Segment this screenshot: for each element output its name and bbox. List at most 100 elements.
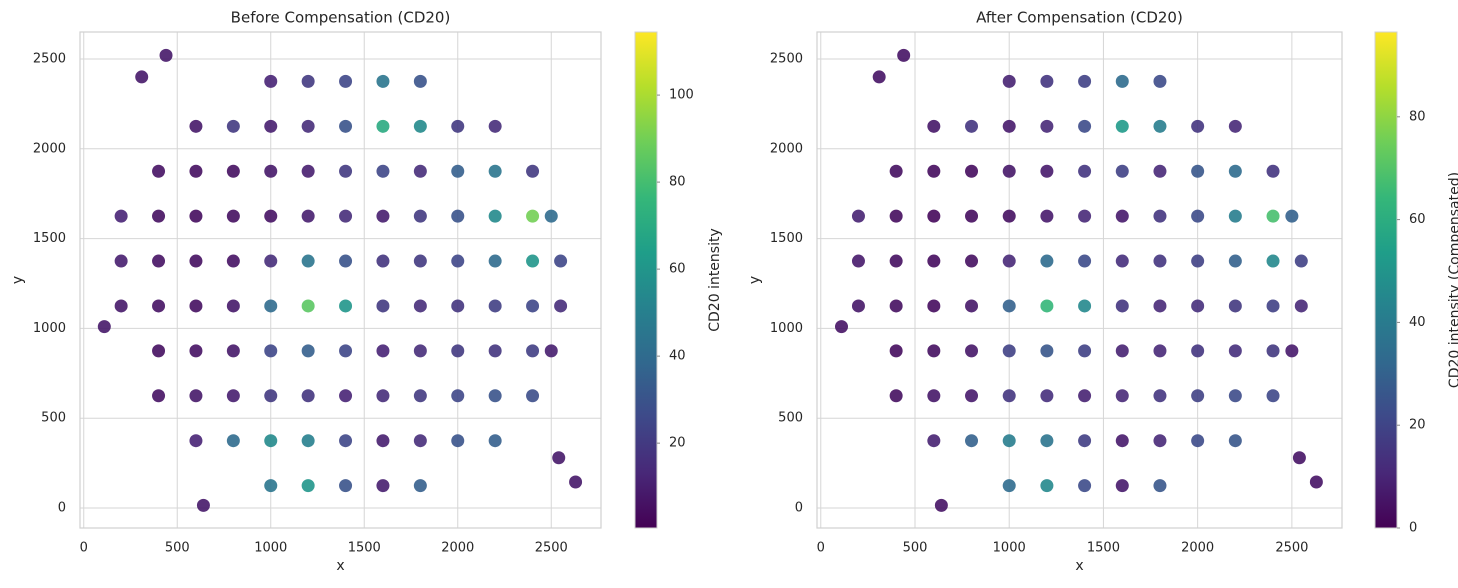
colorbar-tick-label: 80 <box>669 175 686 190</box>
point <box>264 119 278 133</box>
point <box>1191 434 1205 448</box>
point <box>413 164 427 178</box>
point <box>544 344 558 358</box>
point <box>376 254 390 268</box>
point <box>1191 164 1205 178</box>
point <box>1228 254 1242 268</box>
x-tick-label: 1000 <box>993 541 1026 556</box>
point <box>1078 119 1092 133</box>
point <box>339 389 353 403</box>
point <box>897 48 911 62</box>
point <box>1078 254 1092 268</box>
point <box>965 119 979 133</box>
point <box>1191 389 1205 403</box>
point <box>1153 74 1167 88</box>
y-axis-label: y <box>747 276 763 284</box>
x-axis-label: x <box>1075 558 1083 574</box>
point <box>1078 389 1092 403</box>
point <box>851 299 865 313</box>
point <box>451 119 465 133</box>
point <box>1228 434 1242 448</box>
point <box>301 209 315 223</box>
point <box>927 389 941 403</box>
point <box>339 344 353 358</box>
point <box>1266 254 1280 268</box>
point <box>927 254 941 268</box>
point <box>376 209 390 223</box>
point <box>114 299 128 313</box>
point <box>965 434 979 448</box>
point <box>301 344 315 358</box>
point <box>1191 344 1205 358</box>
point <box>889 164 903 178</box>
point <box>301 434 315 448</box>
point <box>488 209 502 223</box>
point <box>451 434 465 448</box>
point <box>1040 299 1054 313</box>
point <box>927 434 941 448</box>
point <box>1078 344 1092 358</box>
point <box>264 479 278 493</box>
point <box>1228 389 1242 403</box>
x-tick-label: 0 <box>817 541 825 556</box>
chart-title: Before Compensation (CD20) <box>231 9 451 27</box>
point <box>1153 164 1167 178</box>
point <box>114 254 128 268</box>
point <box>226 434 240 448</box>
point <box>1266 389 1280 403</box>
x-tick-label: 2000 <box>1181 541 1214 556</box>
point <box>834 320 848 334</box>
point <box>1115 164 1129 178</box>
y-tick-label: 0 <box>795 501 803 516</box>
point <box>889 344 903 358</box>
point <box>526 209 540 223</box>
point <box>413 389 427 403</box>
point <box>872 70 886 84</box>
point <box>965 344 979 358</box>
y-tick-label: 2500 <box>33 51 66 66</box>
point <box>413 479 427 493</box>
point <box>965 164 979 178</box>
point <box>1294 254 1308 268</box>
colorbar-tick-label: 20 <box>1409 418 1426 433</box>
points <box>834 48 1323 512</box>
point <box>226 344 240 358</box>
point <box>1115 299 1129 313</box>
point <box>339 479 353 493</box>
point <box>264 74 278 88</box>
point <box>1266 299 1280 313</box>
point <box>1002 389 1016 403</box>
point <box>1266 344 1280 358</box>
point <box>1115 389 1129 403</box>
point <box>488 164 502 178</box>
point <box>1078 479 1092 493</box>
point <box>339 299 353 313</box>
point <box>488 389 502 403</box>
point <box>189 434 203 448</box>
point <box>1115 434 1129 448</box>
point <box>927 299 941 313</box>
point <box>189 119 203 133</box>
point <box>189 299 203 313</box>
point <box>226 299 240 313</box>
y-tick-label: 0 <box>58 501 66 516</box>
point <box>965 389 979 403</box>
point <box>301 164 315 178</box>
point <box>451 164 465 178</box>
point <box>488 254 502 268</box>
y-axis-label: y <box>10 276 26 284</box>
colorbar <box>1374 31 1398 529</box>
point <box>889 299 903 313</box>
point <box>927 344 941 358</box>
colorbar <box>634 31 658 529</box>
point <box>1040 479 1054 493</box>
point <box>1002 299 1016 313</box>
point <box>1191 119 1205 133</box>
point <box>1115 479 1129 493</box>
point <box>97 320 111 334</box>
point <box>526 389 540 403</box>
point <box>135 70 149 84</box>
point <box>526 344 540 358</box>
x-tick-label: 500 <box>165 541 190 556</box>
